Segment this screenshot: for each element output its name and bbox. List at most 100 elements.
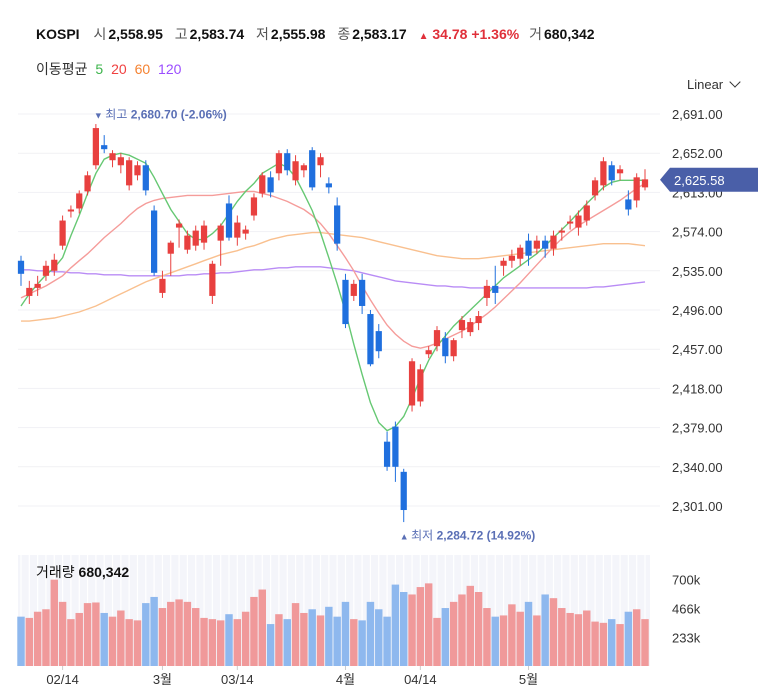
ma-60-label: 60 (134, 61, 151, 77)
current-price-tag: 2,625.58 (660, 167, 758, 192)
candle-body (475, 316, 482, 324)
volume-bar (558, 608, 566, 666)
volume-bar (483, 608, 491, 666)
candle-body (616, 169, 624, 174)
candle (359, 273, 366, 315)
candle (583, 200, 590, 226)
volume-bar (524, 601, 533, 666)
ma-5-label: 5 (95, 61, 104, 77)
candle (575, 210, 582, 236)
candle-body (492, 285, 499, 293)
volume-bar (566, 612, 574, 666)
date-tick-label: 4월 (336, 672, 355, 687)
volume-bar (167, 601, 175, 666)
volume-bar (416, 587, 425, 666)
candle-body (442, 338, 449, 357)
candle (591, 177, 599, 201)
candle-body (367, 314, 374, 365)
volume-bar (499, 615, 508, 666)
volume-bar (158, 608, 167, 666)
volume-bar (366, 601, 375, 666)
volume-bar (591, 621, 599, 666)
candle-body (641, 179, 649, 188)
volume-bar (208, 619, 217, 666)
candle (184, 230, 191, 254)
candle (600, 157, 607, 191)
candle (442, 332, 449, 364)
volume-bar (266, 624, 275, 666)
volume-bar (33, 611, 42, 666)
annotations: ▼ 최고 2,680.70 (-2.06%) ▲ 최저 2,284.72 (14.… (94, 107, 758, 542)
candle (59, 215, 66, 250)
candle (425, 346, 432, 359)
volume-bar (341, 601, 350, 666)
candle (458, 316, 466, 339)
volume-panel-label: 거래량 680,342 (36, 562, 129, 582)
candle-body (467, 322, 474, 333)
candle (309, 147, 316, 191)
date-tick-label: 5월 (519, 672, 538, 687)
price-tick-label: 2,652.00 (672, 146, 723, 161)
candle-body (134, 165, 141, 176)
candle (134, 161, 141, 181)
candle (209, 260, 216, 304)
candle (375, 324, 382, 359)
candle-body (325, 183, 332, 188)
ma20-line (20, 182, 646, 349)
low-annotation: ▲ 최저 2,284.72 (14.92%) (400, 528, 536, 542)
candle-body (117, 157, 124, 166)
volume-bar (333, 616, 341, 666)
high-marker-icon: ▼ (94, 110, 105, 120)
volume-bar (92, 602, 100, 666)
scale-selector[interactable]: Linear (687, 76, 741, 92)
candle (408, 358, 416, 412)
candle-body (200, 225, 208, 243)
candle (367, 310, 374, 367)
candle-body (550, 235, 557, 249)
volume-bar (233, 619, 242, 666)
volume-bar (75, 612, 83, 666)
volume-bar (541, 594, 549, 666)
current-price-badge (660, 167, 758, 192)
volume-bar (400, 592, 408, 666)
candle (250, 193, 258, 221)
volume-bar (441, 608, 450, 666)
candle-body (275, 153, 283, 174)
change-percent: +1.36% (471, 26, 520, 42)
volume-bar (291, 603, 300, 666)
candle-body (151, 210, 158, 273)
candle-body (542, 240, 549, 249)
candle-body (76, 193, 83, 209)
candle (475, 311, 482, 331)
candle-body (259, 175, 266, 194)
moving-average-legend[interactable]: 이동평균 5 20 60 120 (36, 59, 185, 79)
candle (117, 153, 124, 174)
candle (400, 468, 407, 523)
candle-body (383, 441, 391, 467)
candle (533, 235, 540, 254)
candle (200, 220, 208, 250)
high-annotation: ▼ 최고 2,680.70 (-2.06%) (94, 107, 227, 121)
volume-bar (200, 617, 208, 666)
candle-body (483, 285, 491, 298)
volume-bar (175, 599, 183, 666)
candle-body (101, 145, 108, 150)
candle-body (500, 260, 507, 266)
candle (275, 150, 283, 181)
candle-body (625, 199, 632, 210)
ma5-line (20, 152, 645, 432)
volume-bar (142, 603, 150, 666)
ma-120-label: 120 (158, 61, 182, 77)
volume-bar (616, 624, 624, 666)
candle-body (300, 165, 307, 171)
volume-bar (308, 609, 316, 666)
candle (242, 225, 249, 240)
candle-body (167, 242, 174, 254)
candle (126, 157, 133, 191)
candle (234, 215, 241, 246)
candle-body (109, 153, 116, 161)
high-label: 고 (174, 26, 188, 42)
current-price-label: 2,625.58 (674, 173, 725, 188)
price-tick-label: 2,379.00 (672, 421, 723, 436)
